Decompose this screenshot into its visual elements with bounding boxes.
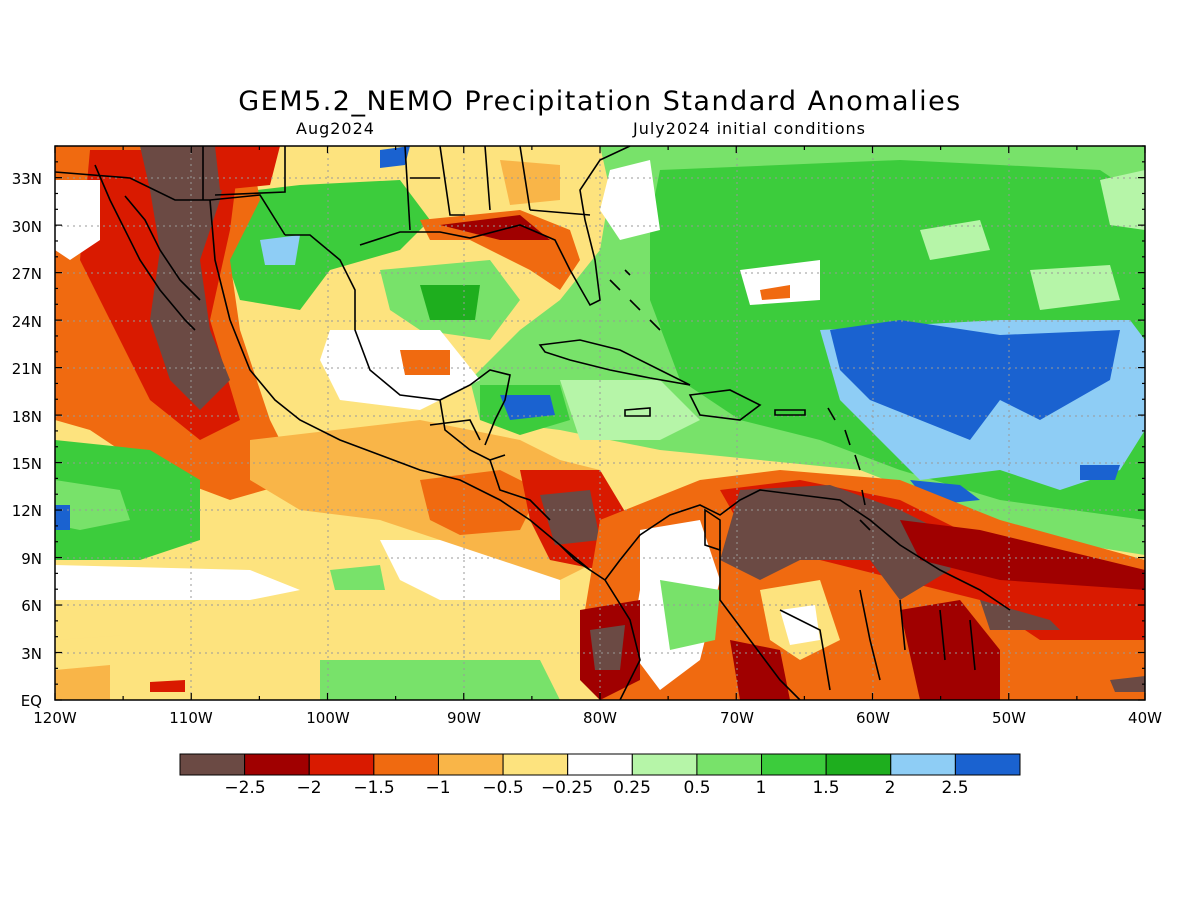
- lon-label: 90W: [447, 709, 481, 727]
- colorbar-swatch: [502, 753, 569, 776]
- anomaly-field: [55, 146, 1145, 700]
- lon-label: 100W: [306, 709, 350, 727]
- colorbar-label: 2: [885, 778, 896, 798]
- lon-label: 50W: [992, 709, 1026, 727]
- colorbar-swatch: [179, 753, 246, 776]
- lon-label: 60W: [856, 709, 890, 727]
- initial-conditions-label: July2024 initial conditions: [633, 119, 866, 138]
- colorbar-label: −1: [425, 778, 450, 798]
- colorbar-label: 0.5: [683, 778, 710, 798]
- lat-label: 12N: [12, 502, 42, 520]
- lat-label: 18N: [12, 408, 42, 426]
- lat-label: 21N: [12, 360, 42, 378]
- colorbar-swatch: [308, 753, 375, 776]
- colorbar-label: 2.5: [941, 778, 968, 798]
- colorbar-swatch: [244, 753, 310, 776]
- longitude-axis: 120W 110W 100W 90W 80W 70W 60W 50W 40W: [33, 709, 1162, 727]
- colorbar-label: 1: [756, 778, 767, 798]
- colorbar-swatch: [631, 753, 698, 776]
- colorbar-swatch: [761, 753, 827, 776]
- colorbar-label: −2.5: [224, 778, 265, 798]
- lat-label: 27N: [12, 265, 42, 283]
- colorbar-label: 0.25: [613, 778, 651, 798]
- grid-lines: [55, 146, 1145, 700]
- colorbar-label: −2: [296, 778, 321, 798]
- lat-label: 9N: [21, 550, 42, 568]
- coastlines: [55, 146, 1011, 700]
- colorbar-labels: −2.5 −2 −1.5 −1 −0.5 −0.25 0.25 0.5 1 1.…: [224, 778, 968, 798]
- forecast-month: Aug2024: [296, 119, 375, 138]
- lon-label: 110W: [169, 709, 213, 727]
- colorbar-swatch: [373, 753, 439, 776]
- lat-label: 15N: [12, 455, 42, 473]
- lon-label: 120W: [33, 709, 77, 727]
- colorbar-swatch: [825, 753, 892, 776]
- colorbar-swatch: [696, 753, 763, 776]
- colorbar-swatch: [567, 753, 633, 776]
- colorbar-swatch: [890, 753, 956, 776]
- map-title: GEM5.2_NEMO Precipitation Standard Anoma…: [238, 86, 962, 117]
- lat-label: 24N: [12, 313, 42, 331]
- colorbar-swatch: [954, 753, 1021, 776]
- lon-label: 40W: [1128, 709, 1162, 727]
- lon-label: 70W: [720, 709, 754, 727]
- lon-label: 80W: [583, 709, 617, 727]
- latitude-axis: EQ 3N 6N 9N 12N 15N 18N 21N 24N 27N 30N …: [12, 170, 42, 710]
- lat-label: 33N: [12, 170, 42, 188]
- axis-ticks: [54, 145, 1146, 701]
- colorbar-label: −1.5: [353, 778, 394, 798]
- lat-label: 30N: [12, 218, 42, 236]
- lat-label: EQ: [21, 692, 42, 710]
- colorbar-swatch: [437, 753, 504, 776]
- colorbar-label: −0.25: [541, 778, 593, 798]
- colorbar-label: 1.5: [812, 778, 839, 798]
- colorbar-label: −0.5: [482, 778, 523, 798]
- lat-label: 6N: [21, 597, 42, 615]
- lat-label: 3N: [21, 645, 42, 663]
- colorbar: [179, 753, 1021, 776]
